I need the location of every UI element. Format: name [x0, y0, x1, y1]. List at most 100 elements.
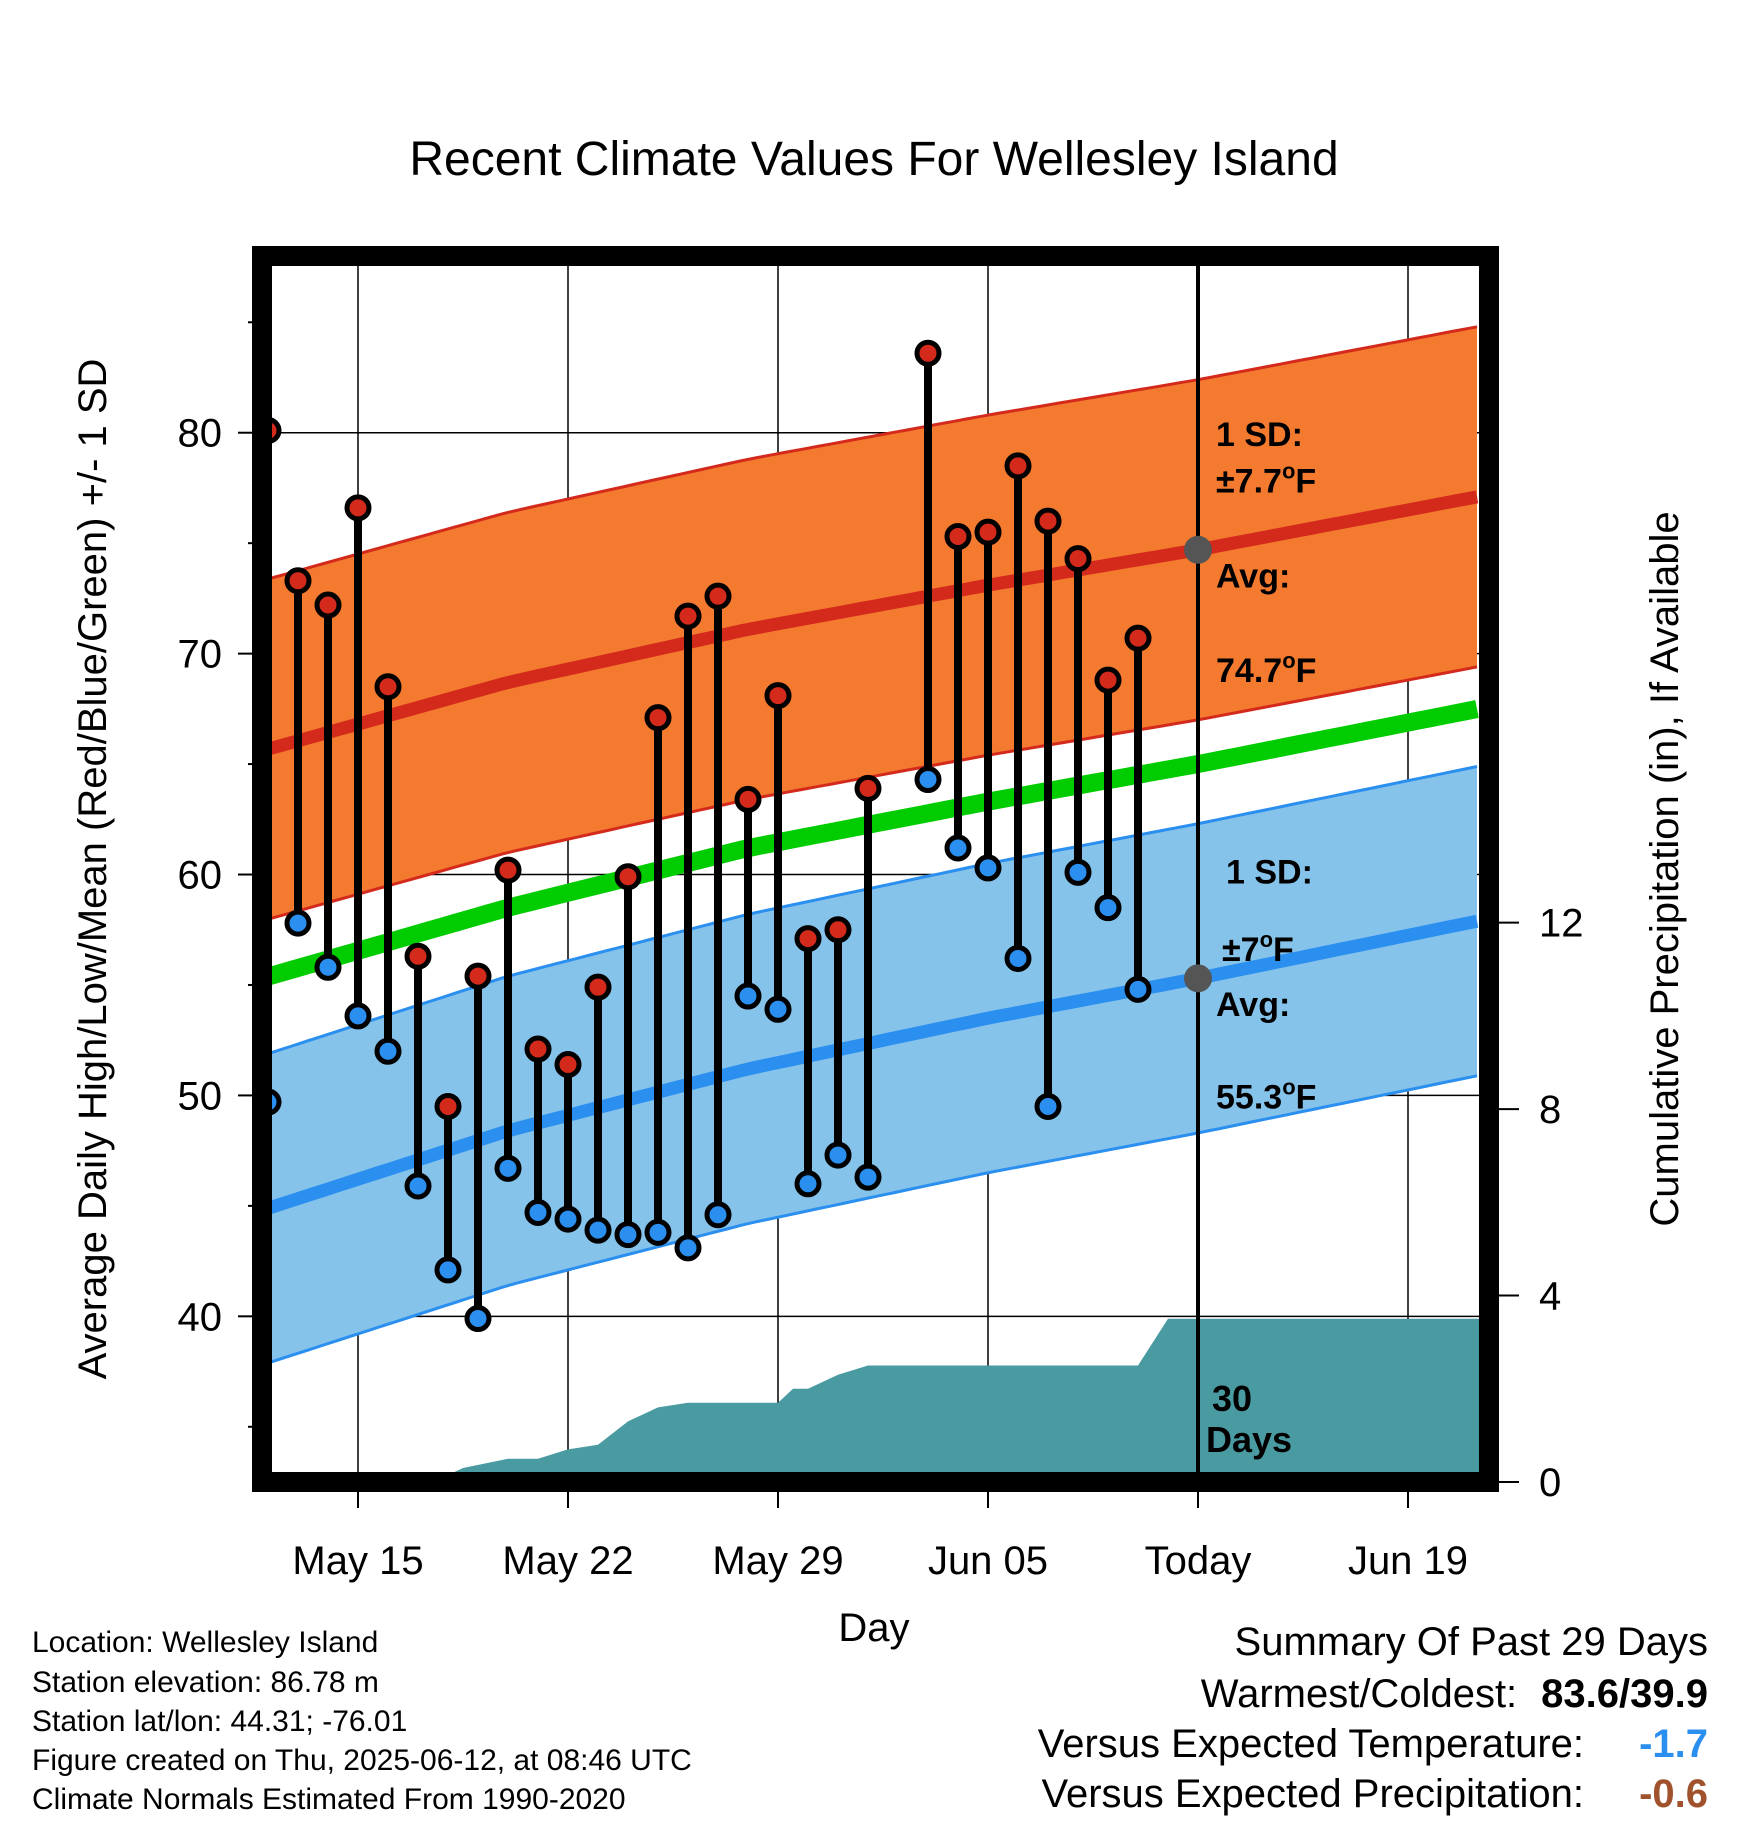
x-axis-label: Day — [838, 1606, 909, 1650]
daily-low-point — [1124, 975, 1152, 1003]
summary-temp-row: Versus Expected Temperature: -1.7 — [1038, 1722, 1708, 1767]
summary-warmest-row: Warmest/Coldest: 83.6/39.9 — [1201, 1672, 1708, 1717]
axes: 40 50 60 70 80 0 4 8 12 May 15 May 22 May 29 Jun 05 T… — [178, 321, 1584, 1583]
precip-area — [262, 1318, 1489, 1482]
daily-high-point — [554, 1050, 582, 1078]
daily-high-point — [464, 962, 492, 990]
y-tick-label: 40 — [178, 1295, 223, 1339]
daily-low-point — [584, 1216, 612, 1244]
daily-high-point — [644, 704, 672, 732]
daily-low-point — [764, 995, 792, 1023]
daily-low-point — [854, 1163, 882, 1191]
info-normals: Climate Normals Estimated From 1990-2020 — [32, 1783, 626, 1816]
daily-high-point — [584, 973, 612, 1001]
warmest-label: Warmest/Coldest: — [1200, 1672, 1518, 1716]
x-tick-label: May 22 — [502, 1539, 633, 1583]
info-elevation: Station elevation: 86.78 m — [32, 1666, 379, 1699]
daily-high-point — [314, 591, 342, 619]
daily-low-point — [524, 1199, 552, 1227]
daily-high-point — [1004, 452, 1032, 480]
high-band-upper-edge — [262, 325, 1478, 583]
daily-low-point — [554, 1205, 582, 1233]
daily-high-point — [344, 494, 372, 522]
daily-high-point — [1094, 666, 1122, 694]
y2-tick-label: 12 — [1539, 902, 1584, 946]
info-created: Figure created on Thu, 2025-06-12, at 08… — [32, 1744, 692, 1777]
daily-high-point — [974, 518, 1002, 546]
daily-high-point — [914, 339, 942, 367]
daily-low-point — [794, 1170, 822, 1198]
daily-high-point — [614, 863, 642, 891]
daily-low-point — [614, 1221, 642, 1249]
daily-high-point — [1064, 545, 1092, 573]
high-sd-label: 1 SD: — [1216, 416, 1303, 454]
y2-tick-label: 4 — [1539, 1275, 1561, 1319]
daily-low-point — [644, 1218, 672, 1246]
y-axis-label: Average Daily High/Low/Mean (Red/Blue/Gr… — [71, 359, 115, 1380]
high-sd-band — [262, 326, 1477, 921]
x-tick-label: Jun 05 — [928, 1539, 1048, 1583]
daily-high-point — [674, 602, 702, 630]
y-tick-label: 60 — [178, 854, 223, 898]
low-sd-label: 1 SD: — [1226, 853, 1313, 891]
daily-high-point — [824, 916, 852, 944]
info-location: Location: Wellesley Island — [32, 1626, 379, 1659]
daily-high-point — [404, 942, 432, 970]
daily-high-point — [734, 785, 762, 813]
daily-high-point — [494, 856, 522, 884]
summary-precip-row: Versus Expected Precipitation: -0.6 — [1041, 1772, 1708, 1817]
period-label-days: Days — [1206, 1419, 1292, 1460]
daily-high-point — [524, 1035, 552, 1063]
temp-value: -1.7 — [1639, 1722, 1708, 1766]
daily-low-point — [284, 909, 312, 937]
x-tick-label: May 15 — [292, 1539, 423, 1583]
daily-low-point — [1094, 894, 1122, 922]
daily-low-point — [704, 1201, 732, 1229]
summary-title: Summary Of Past 29 Days — [1234, 1620, 1708, 1664]
info-latlon: Station lat/lon: 44.31; -76.01 — [32, 1705, 408, 1738]
daily-low-point — [1004, 944, 1032, 972]
y-tick-label: 80 — [178, 412, 223, 456]
x-tick-label: Jun 19 — [1348, 1539, 1468, 1583]
y-tick-label: 70 — [178, 633, 223, 677]
avg-high-line — [262, 490, 1479, 758]
y2-tick-label: 8 — [1539, 1088, 1561, 1132]
daily-high-point — [434, 1092, 462, 1120]
daily-high-point — [794, 925, 822, 953]
daily-high-point — [374, 673, 402, 701]
chart-title: Recent Climate Values For Wellesley Isla… — [409, 133, 1338, 186]
x-tick-label: May 29 — [712, 1539, 843, 1583]
daily-low-point — [914, 766, 942, 794]
low-sd-value: ±7oF — [1222, 927, 1294, 969]
precip-value: -0.6 — [1639, 1772, 1708, 1816]
high-avg-value: 74.7oF — [1216, 648, 1316, 690]
today-avg-low-marker — [1184, 964, 1212, 993]
daily-low-point — [314, 953, 342, 981]
daily-low-point — [344, 1002, 372, 1030]
daily-high-point — [1034, 507, 1062, 535]
daily-low-point — [734, 982, 762, 1010]
daily-low-point — [1034, 1092, 1062, 1120]
low-band-lower-edge — [262, 1074, 1478, 1367]
daily-high-point — [1124, 624, 1152, 652]
low-avg-label: Avg: — [1216, 986, 1290, 1024]
high-sd-value: ±7.7oF — [1216, 458, 1316, 500]
annotations: 1 SD: ±7.7oF Avg: 74.7oF 1 SD: ±7oF Avg: 55.3oF… — [1184, 416, 1316, 1460]
daily-high-point — [284, 567, 312, 595]
daily-low-point — [944, 834, 972, 862]
daily-low-point — [824, 1141, 852, 1169]
daily-low-point — [404, 1172, 432, 1200]
daily-low-point — [674, 1234, 702, 1262]
daily-low-point — [974, 854, 1002, 882]
precip-label: Versus Expected Precipitation: — [1041, 1772, 1584, 1816]
daily-high-point — [704, 582, 732, 610]
plot-frame — [252, 246, 1499, 1492]
daily-low-point — [464, 1305, 492, 1333]
high-avg-label: Avg: — [1216, 557, 1290, 595]
daily-high-point — [764, 682, 792, 710]
low-avg-value: 55.3oF — [1216, 1074, 1316, 1116]
daily-low-point — [494, 1154, 522, 1182]
y2-axis-label: Cumulative Precipitation (in), If Availa… — [1643, 511, 1687, 1226]
temp-label: Versus Expected Temperature: — [1037, 1722, 1584, 1766]
